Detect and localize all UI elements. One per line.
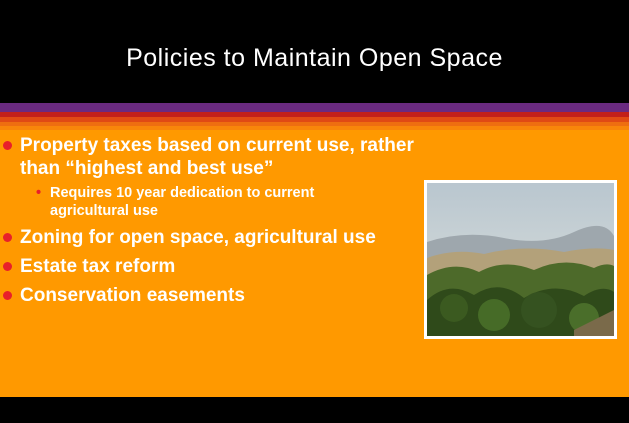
bullet-item: Estate tax reform [0,255,415,278]
bullet-text: Property taxes based on current use, rat… [20,135,414,179]
bullet-item: Conservation easements [0,284,415,307]
sub-bullet-dot: • [36,185,42,201]
stripe [0,126,629,130]
bullet-list: Property taxes based on current use, rat… [0,134,420,313]
band [0,103,629,112]
bullet-dot [3,233,12,242]
slide-title: Policies to Maintain Open Space [126,44,503,72]
stripe [0,117,629,122]
bullet-item: Property taxes based on current use, rat… [0,134,415,220]
stripe [0,112,629,117]
bullet-text: Conservation easements [20,285,245,306]
bullet-dot [3,141,12,150]
bullet-dot [3,262,12,271]
stripe [0,122,629,126]
landscape-photo [424,180,617,339]
bullet-text: Zoning for open space, agricultural use [20,227,376,248]
sub-bullet-text: Requires 10 year dedication to current a… [50,185,315,219]
bullet-item: Zoning for open space, agricultural use [0,226,415,249]
bullet-text: Estate tax reform [20,256,176,277]
bullet-dot [3,291,12,300]
sub-bullet: • Requires 10 year dedication to current … [34,184,380,220]
